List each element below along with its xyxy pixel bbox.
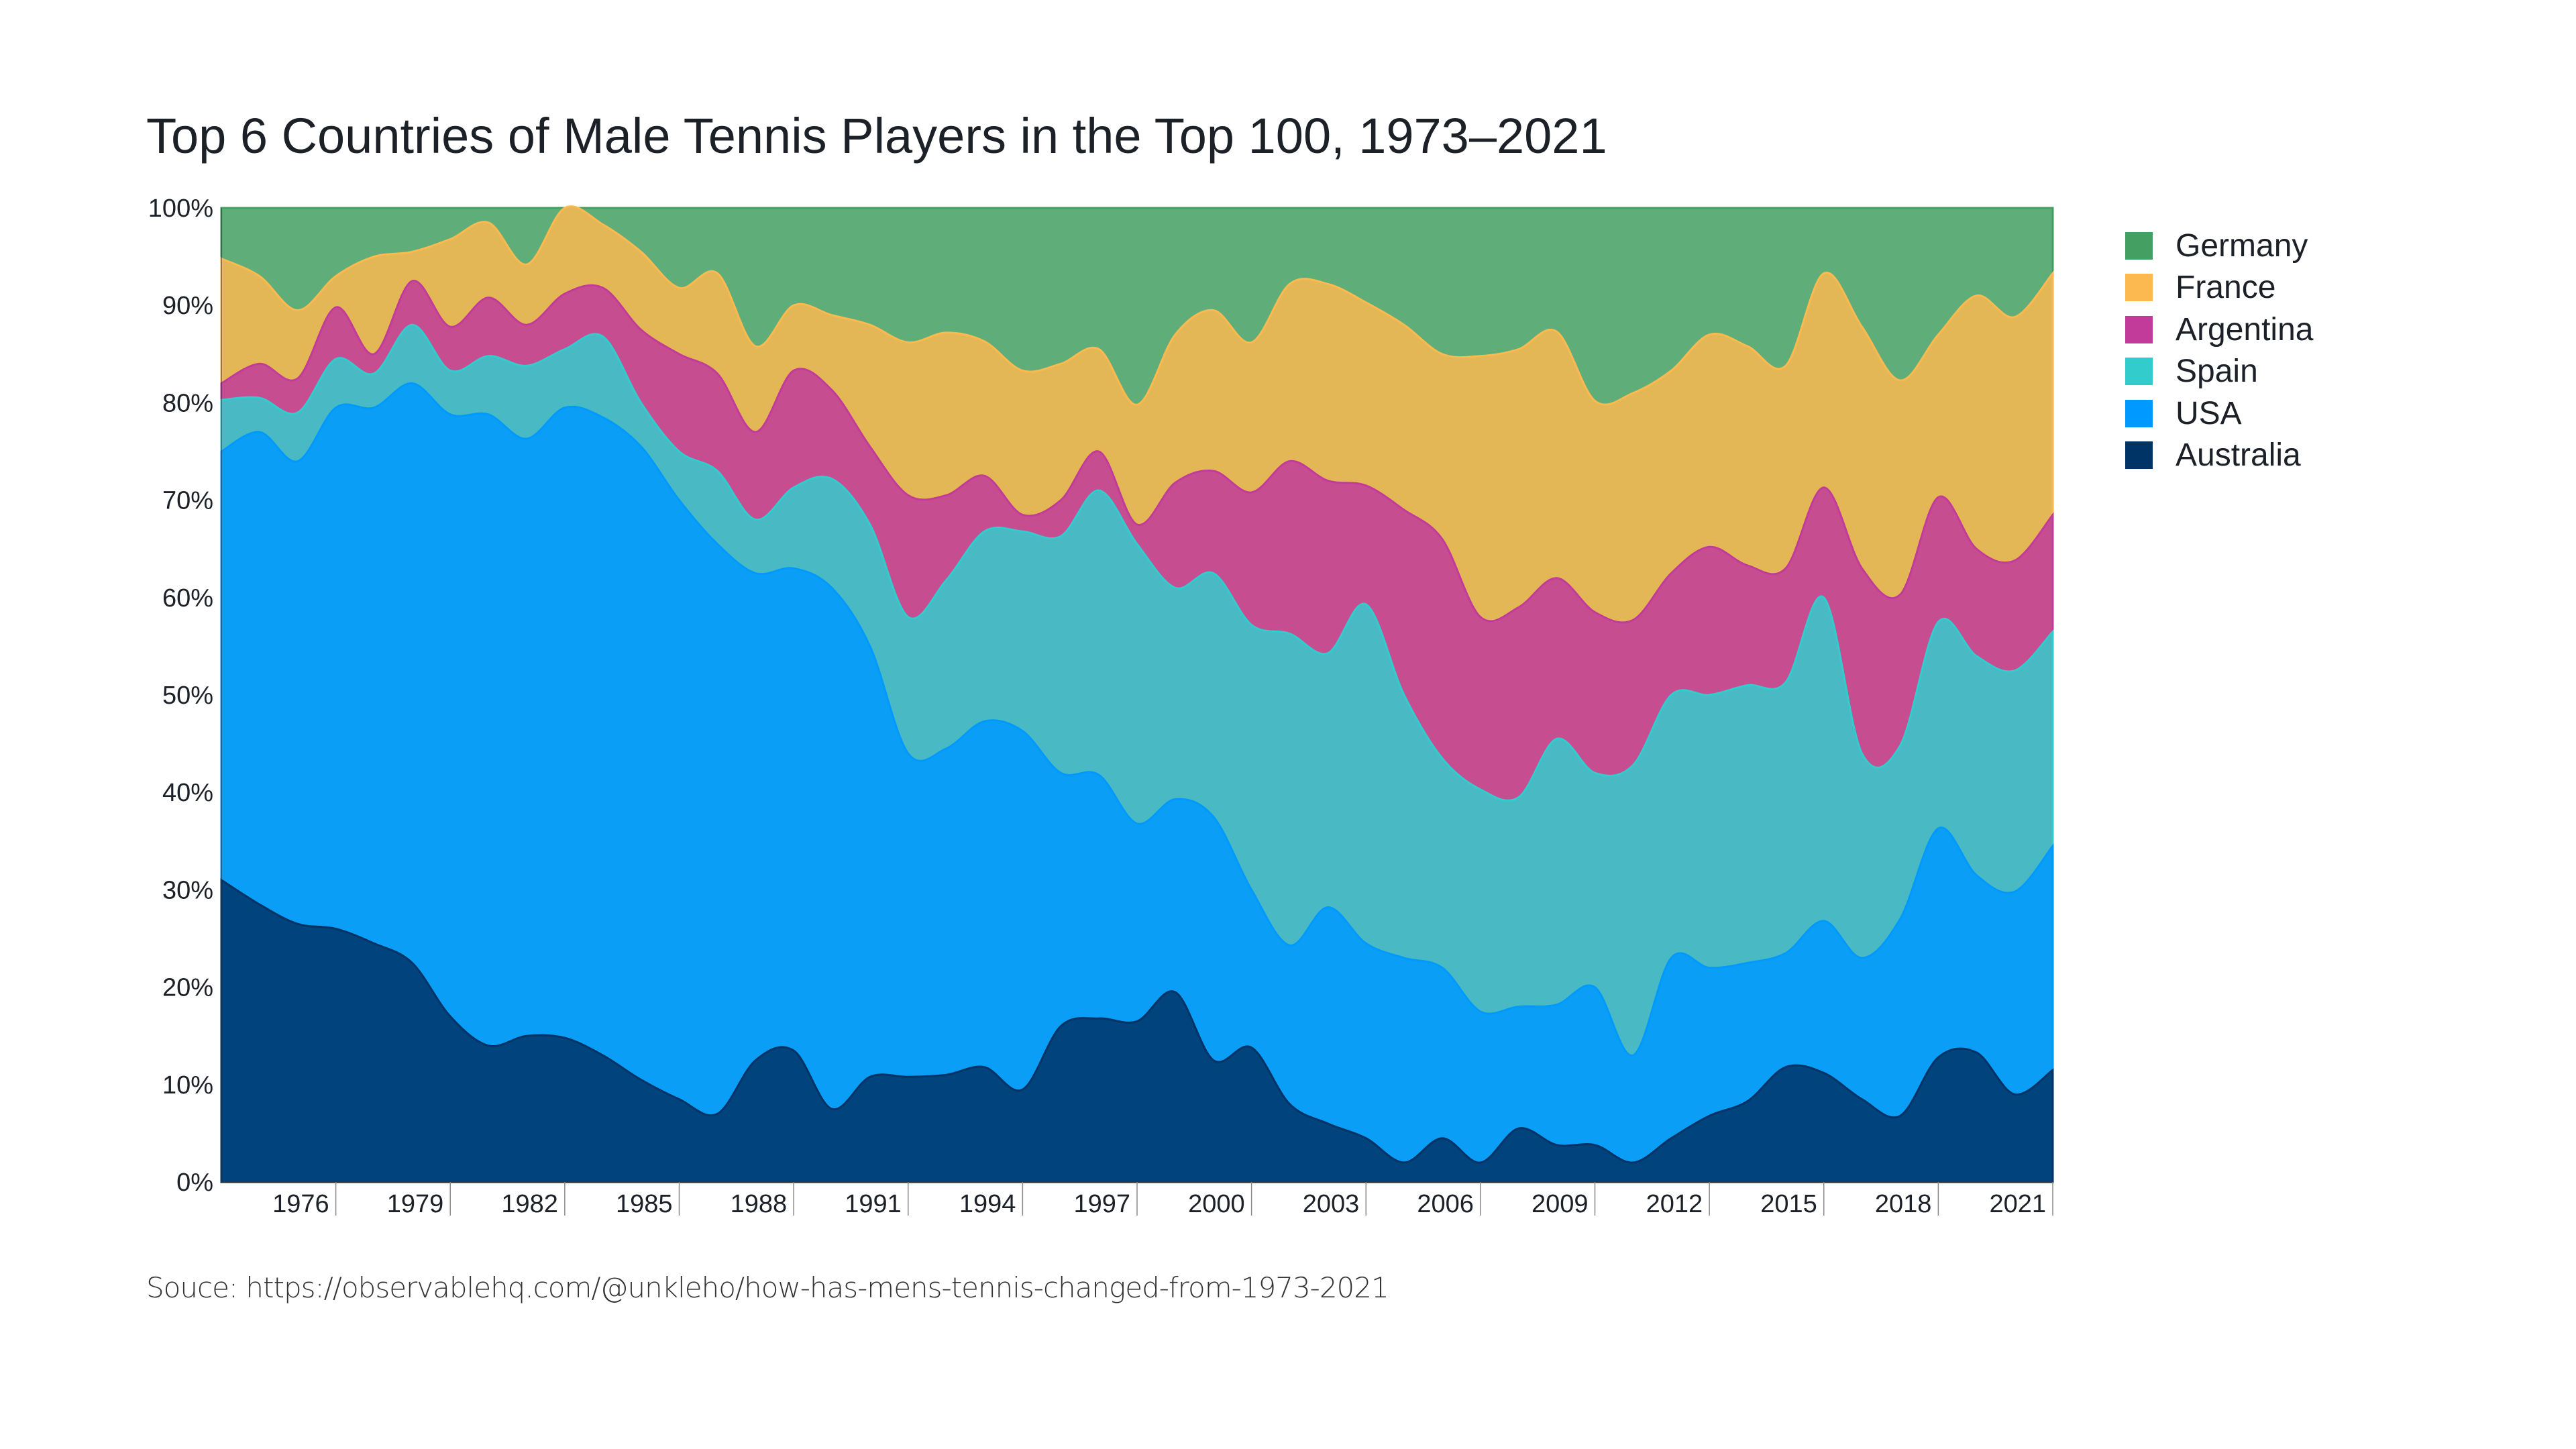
area-usa [220, 382, 2054, 1183]
x-tick-label: 2009 [1532, 1190, 1589, 1218]
x-tick-label: 1991 [845, 1190, 902, 1218]
x-tick-label: 1976 [272, 1190, 329, 1218]
x-tick-label: 2015 [1760, 1190, 1817, 1218]
legend-item-france: France [2125, 267, 2313, 309]
y-tick-label: 100% [148, 195, 213, 223]
legend-label: Australia [2176, 437, 2301, 474]
legend-item-usa: USA [2125, 392, 2313, 435]
x-tick-label: 2018 [1875, 1190, 1932, 1218]
legend-swatch [2125, 231, 2153, 260]
legend-swatch [2125, 315, 2153, 343]
y-tick-label: 40% [162, 779, 213, 807]
x-tick-label: 1988 [731, 1190, 788, 1218]
x-tick-label: 2000 [1188, 1190, 1245, 1218]
y-tick-label: 50% [162, 682, 213, 710]
legend-item-argentina: Argentina [2125, 309, 2313, 351]
y-tick-label: 70% [162, 487, 213, 515]
x-tick-label: 2021 [1989, 1190, 2046, 1218]
legend-swatch [2125, 441, 2153, 470]
y-tick-label: 0% [176, 1169, 213, 1197]
areas [220, 205, 2054, 1183]
x-tick-label: 1997 [1073, 1190, 1130, 1218]
legend-label: France [2176, 270, 2276, 306]
y-tick-label: 90% [162, 292, 213, 320]
legend: Germany France Argentina Spain USA Australia [2125, 225, 2313, 476]
legend-swatch [2125, 399, 2153, 427]
legend-swatch [2125, 358, 2153, 386]
x-tick-label: 2006 [1417, 1190, 1474, 1218]
y-tick-label: 20% [162, 974, 213, 1002]
y-tick-label: 80% [162, 389, 213, 417]
area-australia [220, 878, 2054, 1183]
y-tick-label: 10% [162, 1071, 213, 1099]
x-tick-label: 2003 [1303, 1190, 1360, 1218]
source-note: Souce: https://observablehq.com/@unkleho… [146, 1271, 1389, 1304]
legend-item-spain: Spain [2125, 351, 2313, 393]
legend-swatch [2125, 274, 2153, 302]
chart-title: Top 6 Countries of Male Tennis Players i… [146, 108, 1607, 164]
legend-label: USA [2176, 395, 2242, 431]
x-tick-label: 2012 [1646, 1190, 1703, 1218]
legend-label: Spain [2176, 354, 2258, 390]
legend-label: Germany [2176, 227, 2308, 264]
legend-label: Argentina [2176, 311, 2314, 347]
y-tick-label: 60% [162, 584, 213, 612]
x-tick-label: 1985 [616, 1190, 673, 1218]
y-tick-label: 30% [162, 876, 213, 904]
legend-item-germany: Germany [2125, 225, 2313, 267]
x-tick-label: 1979 [387, 1190, 444, 1218]
legend-item-australia: Australia [2125, 435, 2313, 477]
axes: 0% 10% 20% 30% 40% 50% 60% 70% 80% 90% 100% 1976 197… [148, 195, 2053, 1218]
x-tick-label: 1982 [501, 1190, 558, 1218]
x-tick-label: 1994 [959, 1190, 1016, 1218]
